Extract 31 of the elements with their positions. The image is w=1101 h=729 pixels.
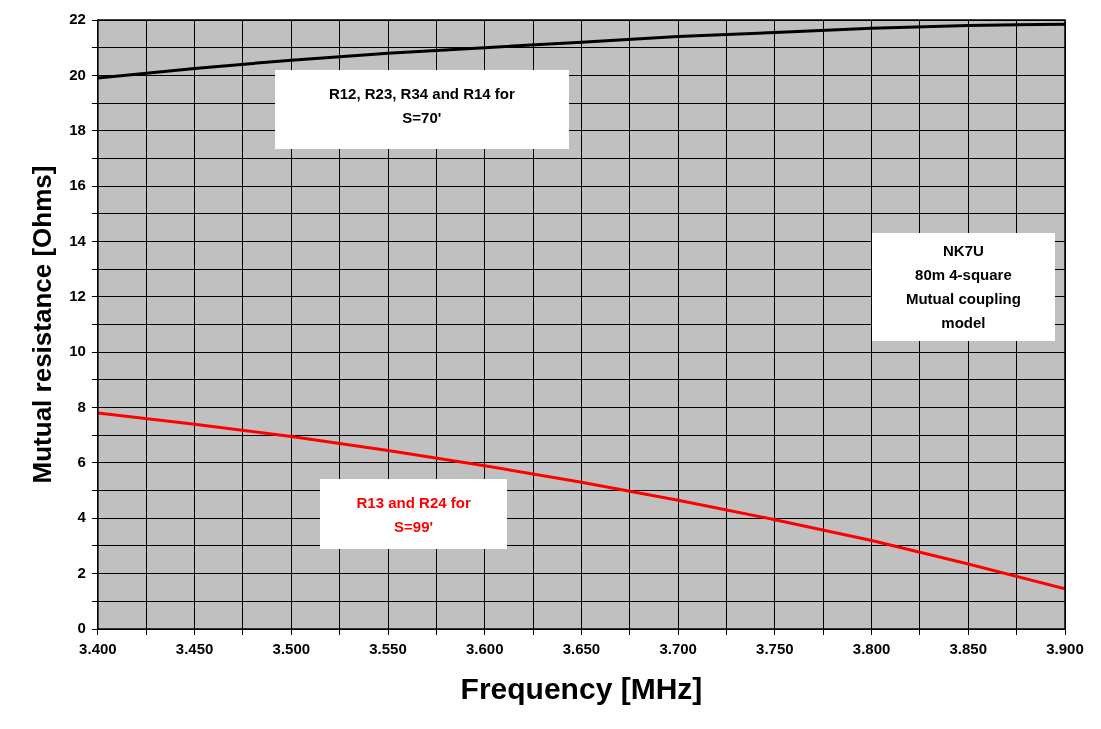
y-tick-label: 14 bbox=[69, 231, 87, 249]
x-tick-label: 3.450 bbox=[175, 640, 214, 658]
y-tick-label: 18 bbox=[69, 120, 86, 138]
y-tick-label: 4 bbox=[77, 508, 87, 526]
y-tick-label: 6 bbox=[77, 453, 86, 471]
x-tick-label: 3.900 bbox=[1046, 640, 1084, 658]
x-tick-label: 3.750 bbox=[756, 640, 794, 658]
y-tick-label: 22 bbox=[69, 10, 86, 28]
x-tick-label: 3.550 bbox=[369, 640, 407, 658]
y-tick-label: 0 bbox=[77, 619, 86, 637]
annotation: Mutual coupling bbox=[904, 289, 1022, 310]
y-tick-label: 8 bbox=[77, 397, 86, 415]
x-tick-label: 3.700 bbox=[659, 640, 697, 658]
annotation: NK7U bbox=[942, 241, 985, 262]
x-tick-label: 3.600 bbox=[465, 640, 504, 658]
annotation: 80m 4-square bbox=[914, 265, 1013, 286]
x-tick-label: 3.500 bbox=[272, 640, 311, 658]
y-tick-label: 2 bbox=[77, 563, 86, 581]
label-box: R12, R23, R34 and R14 for S=70' bbox=[274, 69, 569, 150]
x-tick-label: 3.850 bbox=[949, 640, 988, 658]
x-tick-label: 3.800 bbox=[852, 640, 891, 658]
y-axis-title: Mutual resistance [Ohms] bbox=[26, 165, 57, 484]
x-tick-label: 3.650 bbox=[562, 640, 601, 658]
x-tick-label: 3.400 bbox=[79, 640, 117, 658]
y-tick-label: 16 bbox=[69, 176, 86, 194]
y-tick-label: 20 bbox=[69, 65, 86, 83]
annotation: model bbox=[940, 313, 987, 334]
x-axis-title: Frequency [MHz] bbox=[460, 672, 703, 706]
y-tick-label: 12 bbox=[69, 286, 86, 304]
label-box: R13 and R24 for S=99' bbox=[320, 478, 507, 549]
y-tick-label: 10 bbox=[69, 342, 86, 360]
